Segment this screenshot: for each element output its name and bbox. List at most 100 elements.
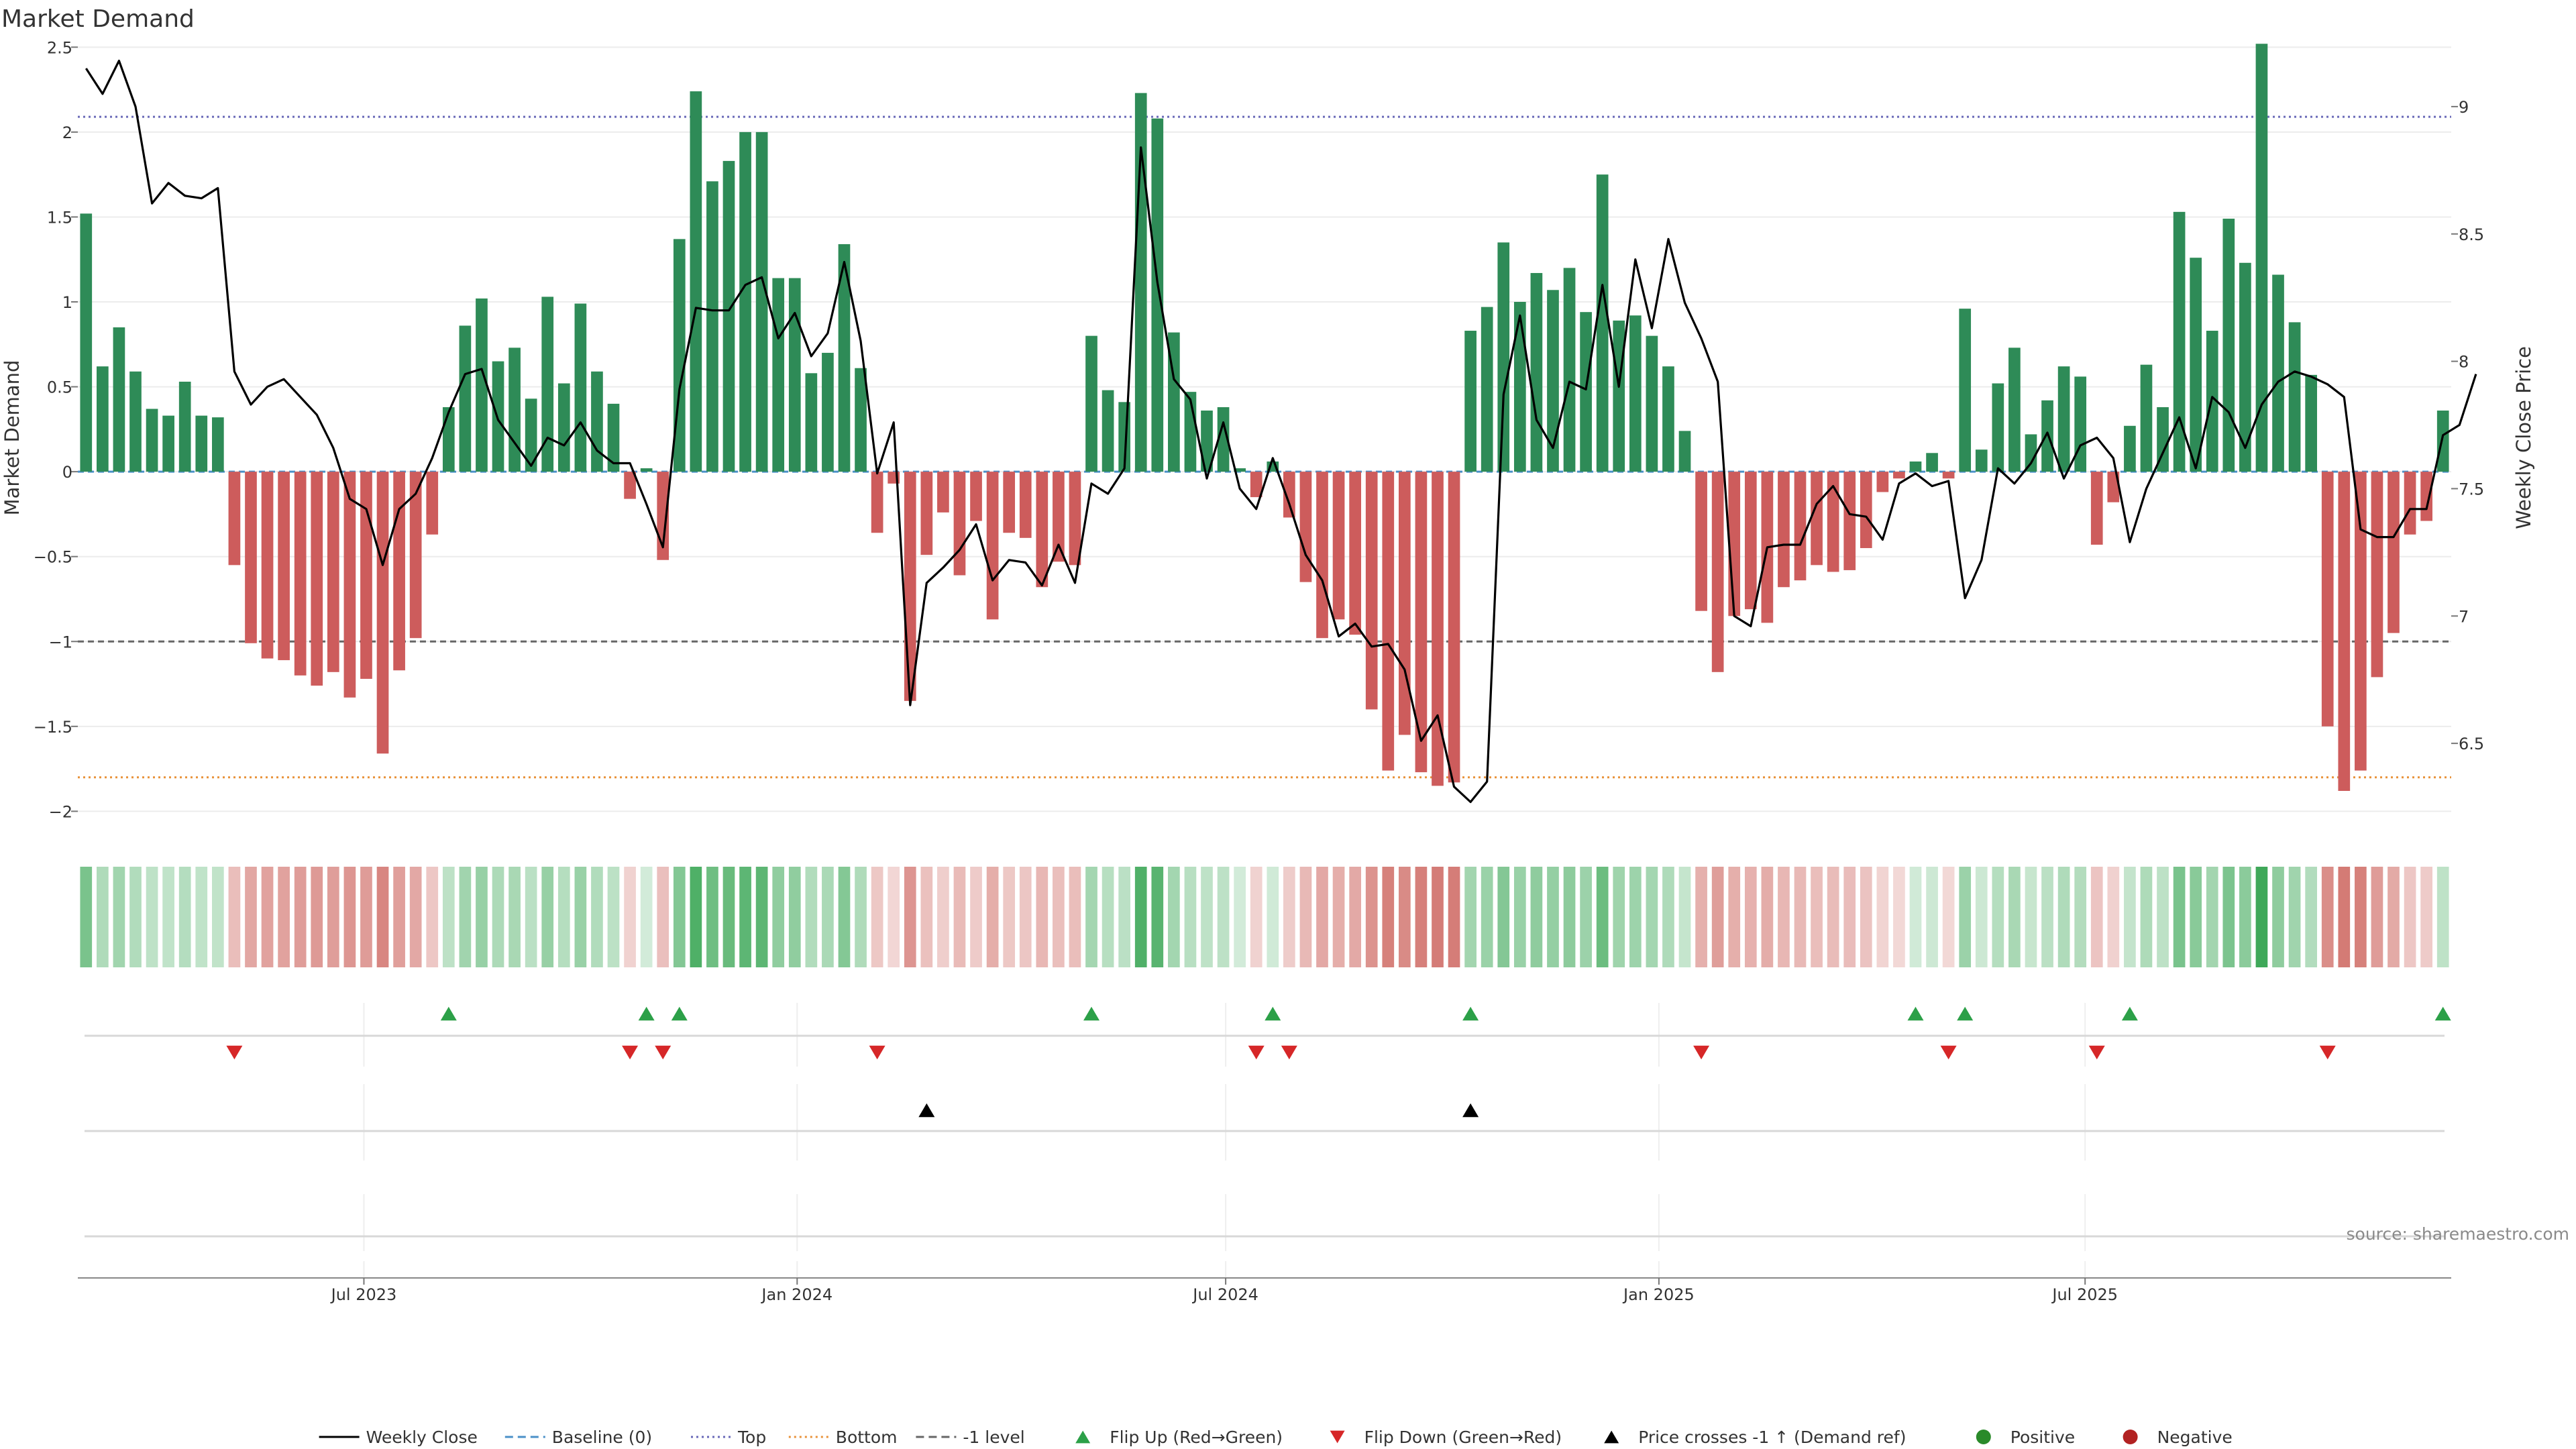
demand-bar-positive: [772, 278, 785, 472]
demand-bar-positive: [557, 383, 570, 472]
heat-cell: [690, 867, 702, 967]
demand-bar-negative: [1053, 472, 1065, 562]
demand-bar-negative: [1744, 472, 1757, 610]
demand-bar-negative: [393, 472, 405, 671]
demand-bar-negative: [327, 472, 339, 672]
demand-bar-positive: [1217, 407, 1230, 472]
legend-label: Price crosses -1 ↑ (Demand ref): [1638, 1428, 1906, 1447]
legend-item: Weekly Close: [319, 1428, 478, 1447]
heat-cell: [327, 867, 339, 967]
demand-bar-positive: [2272, 274, 2284, 472]
heat-cell: [1629, 867, 1642, 967]
heat-cell: [904, 867, 916, 967]
demand-bar-positive: [2008, 347, 2021, 472]
legend-swatch-triangle-down: [1330, 1430, 1345, 1444]
demand-bar-positive: [1481, 307, 1493, 472]
demand-bar-positive: [690, 91, 702, 472]
demand-bar-positive: [640, 468, 653, 472]
demand-bar-positive: [1580, 312, 1592, 472]
demand-bar-negative: [1398, 472, 1411, 735]
heat-cell: [2338, 867, 2351, 967]
heat-cell: [986, 867, 999, 967]
heat-cell: [1382, 867, 1395, 967]
demand-bar-negative: [1942, 472, 1955, 479]
flip-up-marker: [638, 1006, 655, 1021]
heat-cell: [1168, 867, 1180, 967]
demand-bar-negative: [1695, 472, 1707, 611]
heat-cell: [2173, 867, 2186, 967]
x-tick-label: Jul 2024: [1191, 1285, 1258, 1304]
demand-bar-negative: [409, 472, 422, 639]
demand-bar-negative: [261, 472, 274, 659]
heat-cell: [2404, 867, 2416, 967]
y-tick-label: 0: [62, 463, 72, 482]
demand-bar-negative: [228, 472, 241, 566]
heat-cell: [1085, 867, 1097, 967]
y-tick-label: 2: [62, 123, 72, 142]
heat-cell: [1432, 867, 1444, 967]
demand-bar-positive: [195, 415, 208, 472]
demand-bar-positive: [1151, 118, 1164, 472]
heat-cell: [1398, 867, 1411, 967]
heat-cell: [525, 867, 537, 967]
legend-label: -1 level: [963, 1428, 1024, 1447]
heat-cell: [2371, 867, 2383, 967]
legend-item: Flip Down (Green→Red): [1330, 1428, 1562, 1447]
heat-cell: [1481, 867, 1493, 967]
heat-cell: [1513, 867, 1526, 967]
legend-item: -1 level: [916, 1428, 1025, 1447]
demand-bar-positive: [1201, 411, 1213, 472]
legend: Weekly Close Baseline (0) Top Bottom -1 leve…: [319, 1428, 2233, 1447]
heat-cell: [1069, 867, 1081, 967]
heat-cell: [2124, 867, 2136, 967]
heat-cell: [2057, 867, 2070, 967]
heat-cell: [1365, 867, 1378, 967]
demand-bar-positive: [1085, 335, 1097, 472]
heat-cell: [920, 867, 933, 967]
demand-bar-negative: [1283, 472, 1295, 518]
empty-panel: [85, 1194, 2445, 1251]
demand-bar-positive: [1975, 449, 1988, 472]
heat-cell: [541, 867, 554, 967]
legend-label: Bottom: [836, 1428, 898, 1447]
demand-bar-negative: [970, 472, 982, 521]
legend-swatch-dot: [1976, 1430, 1991, 1444]
demand-bar-negative: [278, 472, 290, 661]
demand-bar-positive: [129, 371, 142, 472]
heat-cell: [1547, 867, 1559, 967]
heat-cell: [1201, 867, 1213, 967]
demand-bar-negative: [2090, 472, 2103, 545]
heat-cell: [1053, 867, 1065, 967]
price-cross-marker: [918, 1103, 935, 1118]
heat-cell: [1332, 867, 1345, 967]
flip-up-marker: [2434, 1006, 2451, 1021]
source-note: source: sharemaestro.com: [2347, 1224, 2570, 1244]
demand-bar-positive: [722, 160, 735, 472]
demand-bar-negative: [1332, 472, 1345, 620]
flip-down-marker: [2319, 1045, 2336, 1060]
demand-bar-negative: [1448, 472, 1460, 783]
heat-cell: [1184, 867, 1197, 967]
demand-bar-positive: [80, 213, 93, 472]
flip-up-marker: [1462, 1006, 1479, 1021]
heat-cell: [1299, 867, 1312, 967]
heat-cell: [409, 867, 422, 967]
heat-cell: [1580, 867, 1592, 967]
demand-bar-positive: [1926, 453, 1938, 472]
date-axis: Jul 2023 Jan 2024 Jul 2024 Jan 2025 Jul 2025: [78, 1261, 2451, 1304]
demand-bar-negative: [311, 472, 323, 686]
legend-label: Flip Up (Red→Green): [1110, 1428, 1283, 1447]
heat-cell: [591, 867, 603, 967]
heat-cell: [2255, 867, 2268, 967]
demand-bar-positive: [706, 181, 718, 472]
heat-cell: [1646, 867, 1658, 967]
flip-up-marker: [1957, 1006, 1974, 1021]
heat-cell: [1975, 867, 1988, 967]
demand-bar-negative: [1860, 472, 1872, 549]
heat-cell: [1662, 867, 1674, 967]
demand-bar-positive: [178, 381, 191, 472]
heat-cell: [722, 867, 735, 967]
demand-bar-negative: [624, 472, 636, 499]
legend-item: Bottom: [788, 1428, 898, 1447]
